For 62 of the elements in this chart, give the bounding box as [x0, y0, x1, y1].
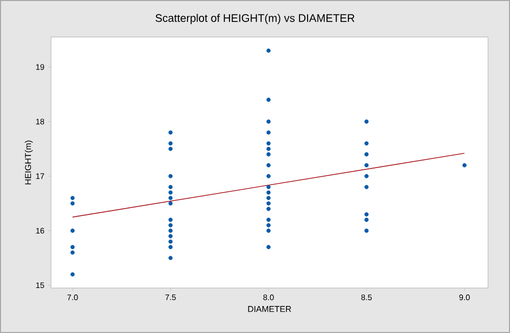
point	[168, 223, 173, 228]
point	[266, 201, 271, 206]
point	[266, 184, 271, 190]
point	[266, 174, 271, 178]
point	[364, 228, 369, 233]
y-tick-label: 15	[36, 282, 44, 288]
x-tick-label: 7.5	[165, 294, 176, 300]
point	[168, 184, 173, 190]
y-tick-label: 17	[36, 173, 44, 179]
point	[462, 163, 467, 168]
point	[266, 218, 271, 222]
y-tick-label: 16	[36, 228, 44, 234]
point	[70, 250, 75, 255]
point	[168, 218, 173, 222]
point	[364, 152, 369, 156]
point	[364, 212, 369, 216]
point	[70, 201, 75, 206]
point	[168, 190, 173, 195]
point	[266, 98, 271, 102]
point	[168, 256, 173, 260]
x-tick-label: 8.0	[263, 294, 274, 300]
x-tick-label: 8.5	[361, 294, 372, 300]
point	[168, 141, 173, 146]
point	[168, 174, 173, 178]
point	[266, 119, 271, 124]
point	[266, 146, 271, 151]
y-tick-label: 18	[36, 118, 44, 124]
point	[266, 48, 271, 53]
point	[168, 196, 173, 200]
point	[70, 196, 75, 200]
point	[364, 119, 369, 124]
point	[266, 223, 271, 228]
point	[70, 244, 75, 250]
point	[168, 228, 173, 233]
x-tick-label: 7.0	[67, 294, 78, 300]
point	[70, 272, 75, 276]
x-tick-label: 9.0	[459, 294, 470, 300]
point	[364, 174, 369, 178]
point	[364, 163, 369, 168]
point	[168, 240, 173, 244]
point	[266, 152, 271, 156]
point	[266, 244, 271, 250]
point	[266, 190, 271, 195]
chart-title: Scatterplot of HEIGHT(m) vs DIAMETER	[156, 14, 354, 24]
point	[266, 196, 271, 200]
point	[364, 184, 369, 190]
point	[168, 244, 173, 250]
point	[266, 206, 271, 211]
point	[266, 141, 271, 146]
point	[266, 228, 271, 233]
y-tick-label: 19	[36, 64, 44, 70]
x-axis-title: DIAMETER	[248, 306, 292, 312]
point	[168, 201, 173, 206]
y-axis-title: HEIGHT(m)	[24, 140, 33, 184]
point	[266, 163, 271, 168]
point	[70, 228, 75, 233]
point	[168, 130, 173, 135]
point	[266, 130, 271, 135]
point	[168, 234, 173, 238]
point	[364, 218, 369, 222]
point	[364, 141, 369, 146]
point	[168, 146, 173, 151]
